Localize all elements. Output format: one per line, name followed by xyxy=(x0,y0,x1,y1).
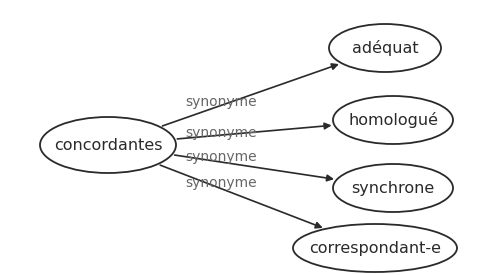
Text: correspondant-e: correspondant-e xyxy=(309,241,441,255)
Text: synonyme: synonyme xyxy=(185,126,256,140)
Text: synonyme: synonyme xyxy=(185,176,256,190)
Text: homologué: homologué xyxy=(348,112,438,128)
Text: concordantes: concordantes xyxy=(54,138,162,153)
Ellipse shape xyxy=(333,96,453,144)
Text: synchrone: synchrone xyxy=(351,180,434,196)
Ellipse shape xyxy=(293,224,457,272)
Text: adéquat: adéquat xyxy=(352,40,418,56)
Ellipse shape xyxy=(40,117,176,173)
Text: synonyme: synonyme xyxy=(185,95,256,109)
Text: synonyme: synonyme xyxy=(185,150,256,164)
Ellipse shape xyxy=(329,24,441,72)
Ellipse shape xyxy=(333,164,453,212)
